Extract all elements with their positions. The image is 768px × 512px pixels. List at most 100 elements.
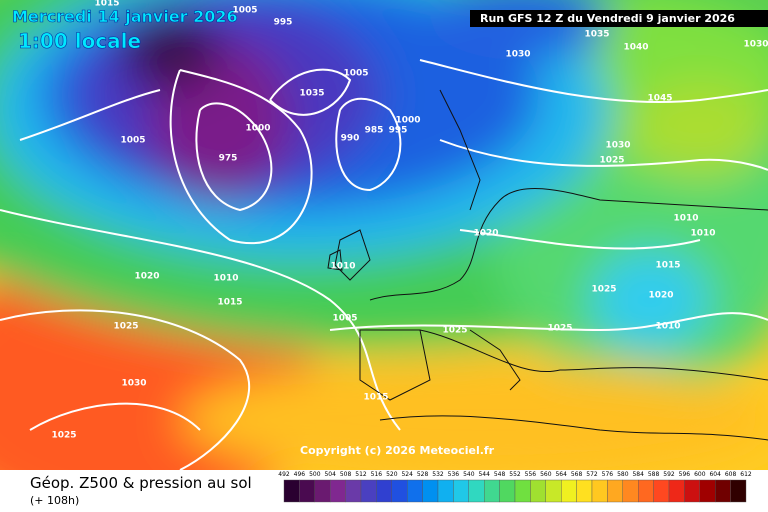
isobar-label: 1005	[120, 136, 145, 146]
colorbar-label: 576	[602, 471, 614, 478]
colorbar-swatch	[391, 479, 408, 503]
time-label: 1:00 locale	[18, 29, 141, 53]
colorbar-swatch	[345, 479, 362, 503]
colorbar-swatch	[591, 479, 608, 503]
colorbar-swatch	[407, 479, 423, 503]
colorbar-label: 612	[740, 471, 752, 478]
coastlines	[327, 89, 768, 441]
footer-lead: (+ 108h)	[30, 494, 79, 507]
colorbar-label: 532	[432, 471, 444, 478]
colorbar-label: 512	[355, 471, 367, 478]
colorbar-label: 592	[663, 471, 675, 478]
isobar-labels: 1015 1005 995 1030 1035 1040 1030 1045 1005 1035 1…	[51, 0, 768, 441]
colorbar-swatch	[715, 479, 731, 503]
colorbar-swatch	[468, 479, 485, 503]
colorbar-swatch	[314, 479, 331, 503]
colorbar-swatch	[437, 479, 454, 503]
colorbar-swatch	[668, 479, 685, 503]
colorbar: 492 496 500 504 508 512 516 520 524 528 532 536 540 5…	[278, 471, 752, 503]
isobar-label: 1010	[690, 229, 715, 239]
colorbar-label: 572	[586, 471, 598, 478]
colorbar-swatch	[283, 479, 300, 503]
isobar-label: 1010	[330, 262, 355, 272]
isobar-label: 1025	[591, 285, 616, 295]
colorbar-swatch	[376, 479, 392, 503]
isobar-label: 1030	[505, 50, 530, 60]
isobar-label: 1025	[113, 322, 138, 332]
colorbar-swatch	[299, 479, 315, 503]
colorbar-label: 520	[386, 471, 398, 478]
colorbar-swatch	[699, 479, 716, 503]
colorbar-label: 544	[478, 471, 490, 478]
colorbar-label: 564	[555, 471, 567, 478]
isobar-label: 1035	[299, 89, 324, 99]
isobar-label: 1015	[363, 393, 388, 403]
isobar-label: 1005	[343, 69, 368, 79]
isobars	[0, 59, 768, 470]
isobar-label: 1030	[605, 141, 630, 151]
run-box	[470, 10, 768, 27]
colorbar-label: 548	[494, 471, 506, 478]
colorbar-label: 560	[540, 471, 552, 478]
colorbar-label: 580	[617, 471, 629, 478]
isobar-label: 1015	[94, 0, 119, 9]
colorbar-swatch	[730, 479, 747, 503]
isobar-label: 1020	[473, 229, 498, 239]
isobar-label: 1010	[673, 214, 698, 224]
colorbar-swatch	[622, 479, 639, 503]
date-label: Mercredi 14 janvier 2026	[12, 7, 238, 26]
isobar-label: 1000	[245, 124, 270, 134]
isobar-label: 1020	[134, 272, 159, 282]
colorbar-label: 496	[294, 471, 306, 478]
footer-title: Géop. Z500 & pression au sol	[30, 474, 252, 492]
colorbar-label: 568	[571, 471, 583, 478]
colorbar-swatch	[499, 479, 516, 503]
isobar-label: 1025	[547, 324, 572, 334]
colorbar-label: 608	[725, 471, 737, 478]
isobar-label: 1015	[217, 298, 242, 308]
colorbar-swatch	[530, 479, 547, 503]
isobar-label: 1010	[655, 322, 680, 332]
isobar-label: 1030	[121, 379, 146, 389]
colorbar-label: 604	[709, 471, 721, 478]
isobar-label: 1005	[232, 6, 257, 16]
colorbar-swatch	[638, 479, 654, 503]
colorbar-swatch	[607, 479, 624, 503]
colorbar-swatch	[561, 479, 577, 503]
colorbar-label: 600	[694, 471, 706, 478]
isobar-label: 1040	[623, 43, 648, 53]
isobar-label: 1035	[584, 30, 609, 40]
isobar-label: 1025	[51, 431, 76, 441]
colorbar-label: 528	[417, 471, 429, 478]
isobar-label: 1005	[332, 314, 357, 324]
isobar-label: 1030	[743, 40, 768, 50]
colorbar-label: 556	[525, 471, 537, 478]
colorbar-swatch	[514, 479, 531, 503]
colorbar-label: 492	[278, 471, 290, 478]
colorbar-label: 596	[679, 471, 691, 478]
colorbar-label: 536	[448, 471, 460, 478]
colorbar-label: 540	[463, 471, 475, 478]
colorbar-label: 524	[401, 471, 413, 478]
colorbar-swatch	[453, 479, 469, 503]
isobar-label: 985	[365, 126, 384, 136]
colorbar-swatch	[653, 479, 670, 503]
isobar-label: 1010	[213, 274, 238, 284]
colorbar-swatch	[484, 479, 500, 503]
isobar-label: 1000	[395, 116, 420, 126]
isobar-label: 1015	[655, 261, 680, 271]
colorbar-label: 584	[632, 471, 644, 478]
colorbar-label: 588	[648, 471, 660, 478]
isobar-label: 995	[274, 18, 293, 28]
isobar-label: 975	[219, 154, 238, 164]
colorbar-swatch	[576, 479, 593, 503]
colorbar-label: 516	[371, 471, 383, 478]
isobar-label: 1045	[647, 94, 672, 104]
isobar-label: 995	[389, 126, 408, 136]
colorbar-swatch	[684, 479, 701, 503]
isobar-label: 990	[341, 134, 360, 144]
copyright: Copyright (c) 2026 Meteociel.fr	[300, 444, 495, 457]
colorbar-swatch	[330, 479, 346, 503]
colorbar-swatch	[360, 479, 377, 503]
